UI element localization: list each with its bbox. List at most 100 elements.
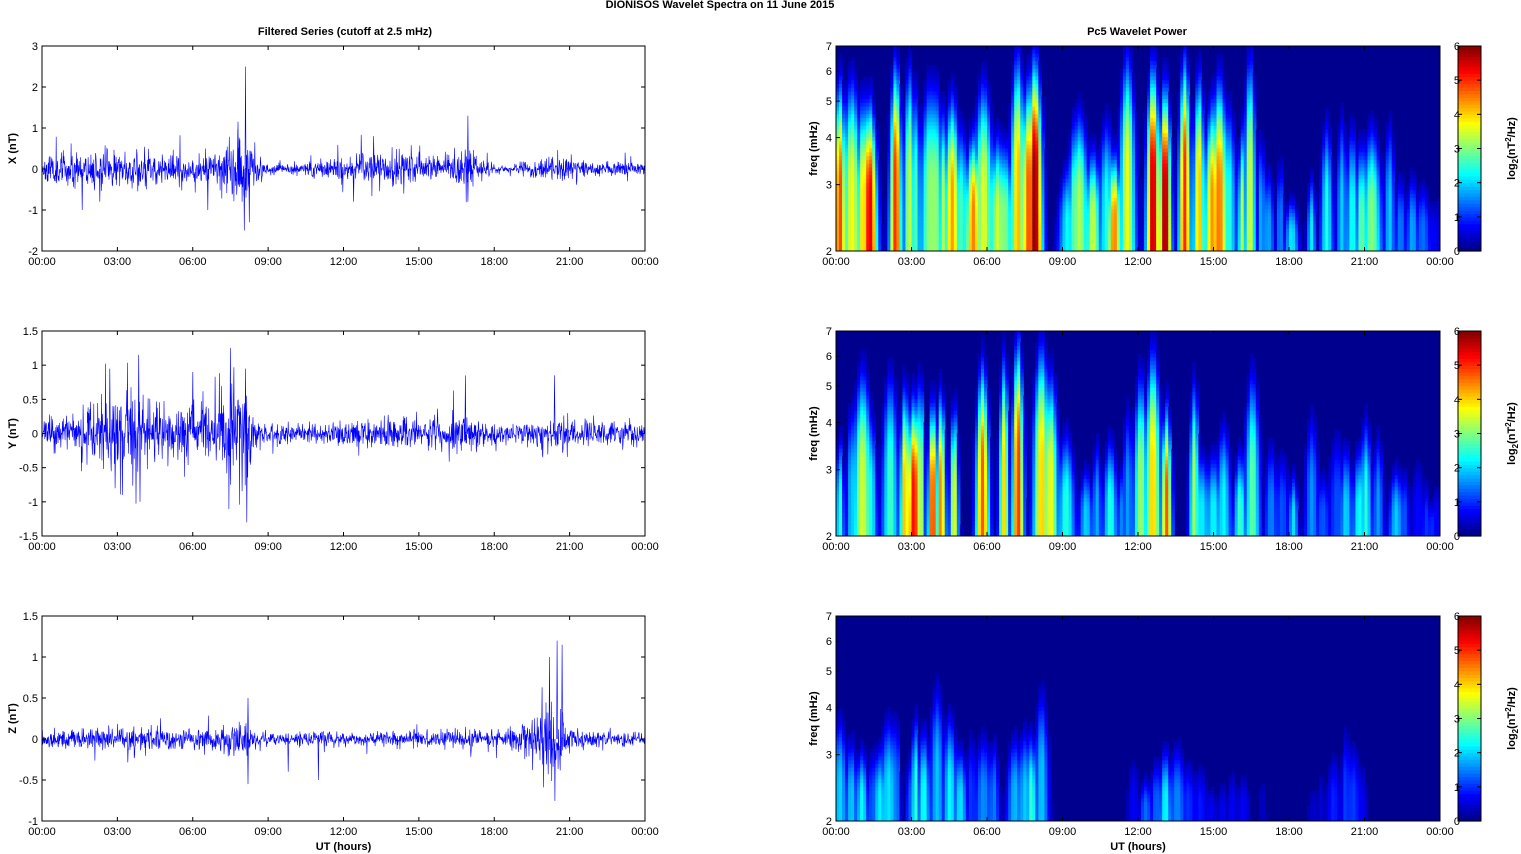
spectrogram-cell — [860, 87, 864, 93]
spectrogram-cell — [1080, 106, 1085, 112]
spectrogram-cell — [1207, 102, 1212, 108]
spectrogram-cell — [917, 197, 922, 203]
spectrogram-cell — [1388, 125, 1393, 131]
spectrogram-cell — [983, 194, 988, 199]
spectrogram-cell — [1183, 159, 1187, 165]
spectrogram-cell — [996, 121, 1000, 127]
spectrogram-cell — [944, 129, 949, 134]
spectrogram-cell — [1252, 102, 1257, 108]
series-line-x — [42, 66, 645, 231]
spectrogram-cell — [1101, 201, 1106, 207]
spectrogram-cell — [1340, 114, 1344, 119]
spectrogram-cell — [1186, 152, 1190, 157]
spectrogram-cell — [1382, 186, 1387, 191]
spectrogram-cell — [1349, 186, 1354, 191]
spectrogram-cell — [980, 64, 985, 70]
spectrogram-cell — [911, 194, 916, 199]
spectrogram-cell — [905, 121, 910, 127]
spectrogram-cell — [1192, 133, 1196, 138]
spectrogram-cell — [1095, 201, 1100, 207]
spectrogram-cell — [1231, 159, 1236, 165]
spectrogram-cell — [929, 114, 934, 119]
spectrogram-cell — [1122, 83, 1127, 89]
spectrogram-cell — [1219, 201, 1224, 207]
spectrogram-cell — [1032, 140, 1036, 146]
spectrogram-cell — [1156, 163, 1160, 169]
spectrogram-cell — [1352, 140, 1357, 146]
spectrogram-cell — [1125, 46, 1130, 51]
spectrogram-cell — [1156, 148, 1160, 153]
spectrogram-cell — [1346, 201, 1350, 207]
spectrogram-cell — [1343, 140, 1347, 146]
spectrogram-cell — [836, 148, 840, 153]
spectrogram-cell — [1240, 178, 1245, 184]
spectrogram-cell — [1391, 156, 1396, 161]
spectrogram-cell — [926, 87, 931, 93]
spectrogram-cell — [953, 163, 958, 169]
spectrogram-cell — [893, 46, 897, 51]
spectrogram-cell — [1110, 167, 1115, 172]
spectrogram-cell — [1162, 87, 1166, 93]
spectrogram-cell — [1032, 49, 1036, 55]
spectrogram-cell — [836, 102, 840, 108]
spectrogram-cell — [1343, 182, 1347, 188]
spectrogram-cell — [899, 133, 904, 138]
spectrogram-cell — [1210, 118, 1215, 123]
spectrogram-cell — [1125, 140, 1130, 146]
spectrogram-cell — [1189, 197, 1193, 203]
spectrogram-cell — [1192, 114, 1196, 119]
spectrogram-cell — [947, 197, 952, 203]
spectrogram-cell — [896, 46, 901, 51]
spectrogram-cell — [959, 110, 964, 115]
spectrogram-cell — [935, 152, 940, 157]
spectrogram-cell — [1340, 148, 1344, 153]
spectrogram-cell — [1038, 175, 1042, 180]
spectrogram-cell — [1370, 182, 1375, 188]
spectrogram-cell — [857, 87, 861, 93]
spectrogram-cell — [929, 197, 934, 203]
spectrogram-cell — [953, 190, 958, 195]
spectrogram-cell — [1313, 190, 1317, 195]
spectrogram-cell — [999, 159, 1003, 165]
spectrogram-cell — [1361, 190, 1366, 195]
spectrogram-cell — [1192, 167, 1196, 172]
spectrogram-cell — [1201, 171, 1206, 176]
spectrogram-cell — [1279, 190, 1284, 195]
spectrogram-cell — [1415, 201, 1420, 207]
spectrogram-cell — [956, 205, 961, 210]
spectrogram-cell — [926, 95, 931, 100]
spectrogram-cell — [1279, 163, 1284, 169]
spectrogram-cell — [914, 148, 919, 153]
spectrogram-cell — [1385, 156, 1390, 161]
spectrogram-cell — [1134, 167, 1139, 172]
spectrogram-cell — [1122, 197, 1127, 203]
spectrogram-cell — [1035, 99, 1039, 104]
spectrogram-cell — [902, 205, 907, 210]
spectrogram-cell — [1062, 167, 1067, 172]
spectrogram-cell — [1134, 110, 1139, 115]
spectrogram-cell — [836, 171, 840, 176]
spectrogram-cell — [929, 190, 934, 195]
spectrogram-cell — [950, 163, 955, 169]
spectrogram-cell — [1017, 99, 1021, 104]
spectrogram-cell — [1056, 197, 1061, 203]
spectrogram-cell — [1150, 197, 1154, 203]
spectrogram-cell — [845, 186, 849, 191]
spectrogram-cell — [1228, 91, 1233, 96]
spectrogram-cell — [1119, 121, 1124, 127]
spectrogram-cell — [1337, 133, 1341, 138]
spectrogram-cell — [1186, 118, 1190, 123]
spectrogram-cell — [1131, 137, 1136, 142]
spectrogram-cell — [890, 76, 894, 81]
spectrogram-cell — [1198, 156, 1203, 161]
y-tick-label: -1 — [28, 816, 38, 828]
spectrogram-cell — [848, 72, 852, 77]
spectrogram-cell — [914, 125, 919, 131]
spectrogram-cell — [869, 129, 873, 134]
spectrogram-cell — [1038, 64, 1042, 70]
spectrogram-cell — [1210, 201, 1215, 207]
spectrogram-cell — [1125, 182, 1130, 188]
spectrogram-cell — [1246, 125, 1251, 131]
spectrogram-cell — [1183, 190, 1187, 195]
spectrogram-cell — [1192, 152, 1196, 157]
